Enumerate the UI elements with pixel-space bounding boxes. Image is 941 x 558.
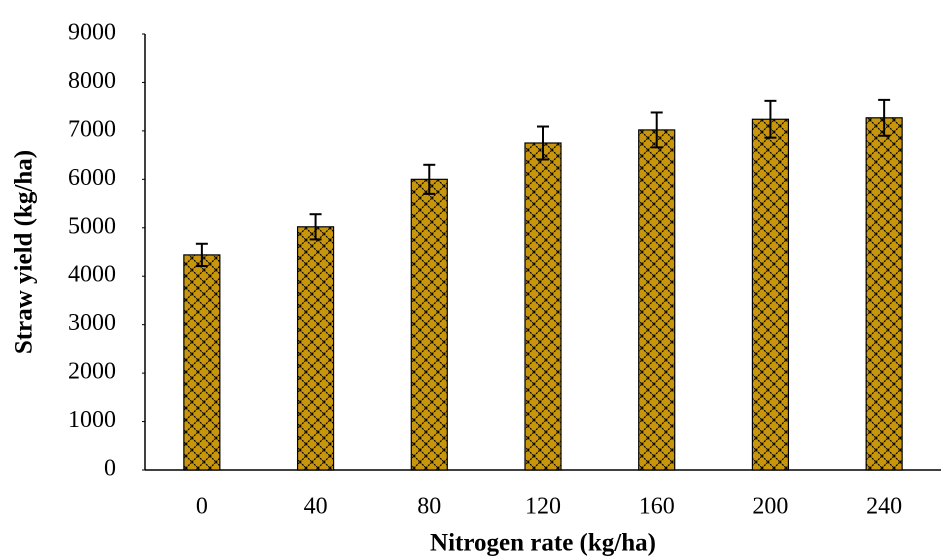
y-tick-label: 6000: [68, 165, 116, 191]
x-tick-label: 200: [752, 494, 788, 520]
y-tick-label: 4000: [68, 262, 116, 288]
error-bar: [195, 242, 208, 268]
x-tick-label: 0: [196, 494, 208, 520]
y-tick-label: 9000: [68, 20, 116, 46]
bar: [524, 142, 562, 471]
error-bar: [764, 99, 777, 139]
y-tick-label: 3000: [68, 310, 116, 336]
x-axis-title: Nitrogen rate (kg/ha): [430, 530, 656, 557]
x-tick-label: 120: [525, 494, 561, 520]
bar: [410, 178, 448, 471]
x-tick-label: 40: [304, 494, 328, 520]
y-axis-title: Straw yield (kg/ha): [11, 150, 38, 354]
x-tick-label: 80: [417, 494, 441, 520]
error-bar: [423, 163, 436, 195]
bar: [865, 117, 903, 471]
error-bar: [537, 125, 549, 161]
y-tick-label: 8000: [68, 68, 116, 94]
y-tick-label: 2000: [68, 359, 116, 385]
bar: [183, 254, 221, 471]
error-bar: [650, 111, 663, 149]
x-tick-label: 160: [639, 494, 675, 520]
y-tick-label: 1000: [68, 407, 116, 433]
y-tick-label: 5000: [68, 213, 116, 239]
bar: [296, 226, 335, 471]
bar: [638, 129, 676, 471]
bar: [751, 118, 790, 471]
x-tick-label: 240: [866, 494, 902, 520]
y-tick-label: 0: [104, 456, 116, 482]
error-bar: [878, 98, 891, 137]
y-tick-label: 7000: [68, 116, 116, 142]
error-bar: [309, 213, 322, 241]
